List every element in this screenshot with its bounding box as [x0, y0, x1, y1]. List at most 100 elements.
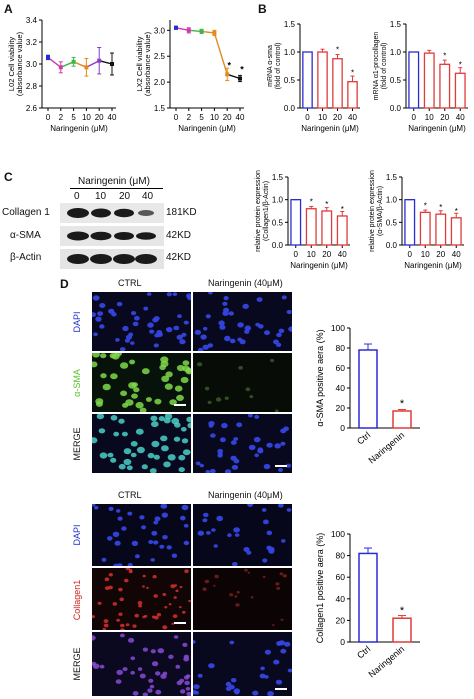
series-line — [213, 32, 228, 75]
panel-label-b: B — [258, 2, 267, 16]
y-tick-label: 0.5 — [386, 218, 398, 227]
blot-dose-row: 0 10 20 40 — [62, 191, 174, 203]
significance-mark: * — [341, 205, 344, 214]
bar — [290, 199, 302, 246]
y-tick-label: 60 — [336, 572, 346, 582]
micrograph-cells — [194, 292, 292, 351]
y-axis-label-2: (α-SMA/β-Actin) — [377, 186, 384, 236]
x-tick-label: 0 — [46, 113, 51, 122]
x-tick-label: 20 — [223, 113, 232, 122]
bottom-merge-ctrl-image — [92, 632, 191, 696]
bar — [336, 215, 348, 246]
data-point — [97, 58, 102, 63]
top-merge-naringenin-image — [193, 414, 292, 473]
micrograph-cells — [92, 504, 190, 566]
data-point — [186, 28, 191, 33]
x-tick-label: 0 — [305, 113, 310, 122]
micrograph-cells — [202, 568, 287, 627]
bar — [439, 63, 451, 109]
bar — [450, 217, 462, 246]
x-tick-label: 20 — [333, 113, 342, 122]
x-tick-label: 40 — [108, 113, 117, 122]
x-tick-label: 40 — [348, 113, 357, 122]
y-tick-label: 0.5 — [272, 218, 284, 227]
blot-row-label-asma: α-SMA — [10, 230, 41, 241]
y-axis-label: mRNA α1-procollagen — [373, 32, 380, 101]
y-tick-label: 1.0 — [386, 196, 398, 205]
x-axis-label: Naringenin (μM) — [404, 261, 462, 270]
data-point — [174, 25, 178, 30]
y-tick-label: 0 — [340, 637, 345, 647]
bar — [435, 213, 447, 246]
significance-mark: * — [325, 200, 328, 209]
bar — [305, 208, 317, 246]
collagen1-protein-chart: 0.0 0.5 1.0 1.5 0 10 20 40 Naringenin (μM) relati… — [255, 170, 350, 270]
blot-header: Naringenin (μM) — [78, 176, 150, 187]
y-tick-label: 0.0 — [386, 241, 398, 250]
mrna-asma-chart: 0.0 0.5 1.0 1.5 0 10 20 40 Naringenin (μM) mRNA α… — [267, 20, 360, 133]
significance-mark: * — [240, 64, 244, 74]
bottom-merge-naringenin-image — [193, 632, 292, 696]
series-line — [226, 73, 241, 80]
y-axis-label: L02 Cell viability — [7, 37, 16, 91]
x-tick-label: 20 — [322, 250, 331, 259]
top-row-label-merge: MERGE — [72, 427, 82, 460]
series-line — [201, 30, 215, 34]
y-tick-label: 80 — [336, 551, 346, 561]
x-tick-label: 10 — [210, 113, 219, 122]
y-tick-label: 0.0 — [272, 241, 284, 250]
data-point — [199, 29, 204, 34]
y-axis-label: Collagen1 positive aera (%) — [315, 533, 325, 644]
x-tick-label: 0 — [174, 113, 179, 122]
x-axis-label: Naringenin (μM) — [50, 124, 108, 133]
blot-kd-collagen: 181KD — [166, 207, 197, 218]
series-line — [175, 27, 189, 32]
bar — [302, 51, 313, 109]
y-axis-label: relative protein expression — [255, 170, 262, 252]
y-tick-label: 2.5 — [154, 52, 166, 61]
significance-mark: * — [443, 51, 446, 60]
blot-dose-0: 0 — [74, 191, 80, 202]
micrograph-cells — [92, 633, 191, 696]
x-tick-label: 0 — [412, 113, 417, 122]
mrna-procollagen-chart: 0.0 0.5 1.0 1.5 0 10 20 40 Naringenin (μM) mRNA α… — [373, 20, 468, 133]
x-tick-label: 10 — [425, 113, 434, 122]
y-tick-label: 0 — [340, 423, 345, 433]
bar — [392, 410, 412, 429]
y-tick-label: 3.0 — [26, 60, 38, 69]
micrograph-cells — [195, 414, 292, 473]
x-axis-label: Naringenin (μM) — [290, 261, 348, 270]
significance-mark: * — [351, 69, 354, 78]
x-tick-label: Naringenin — [367, 430, 407, 466]
x-tick-label: 40 — [236, 113, 245, 122]
bar — [317, 51, 328, 109]
y-tick-label: 20 — [336, 615, 346, 625]
bottom-dapi-naringenin-image — [193, 504, 292, 566]
micrograph-cells — [92, 353, 191, 412]
series-line — [73, 61, 87, 68]
y-axis-label: LX2 Cell viability — [135, 36, 144, 91]
x-tick-label: 10 — [421, 250, 430, 259]
blot-kd-actin: 42KD — [166, 252, 192, 263]
panel-label-d: D — [60, 277, 69, 291]
y-tick-label: 0.5 — [284, 76, 296, 85]
bar — [454, 72, 466, 109]
y-tick-label: 40 — [336, 383, 346, 393]
y-tick-label: 40 — [336, 594, 346, 604]
y-axis-label-2: (fold of control) — [381, 43, 388, 90]
scale-bar — [174, 622, 186, 624]
series-line — [60, 61, 74, 68]
scale-bar — [275, 688, 287, 690]
x-tick-label: 2 — [59, 113, 64, 122]
significance-mark: * — [455, 207, 458, 216]
top-row-label-dapi: DAPI — [72, 311, 82, 332]
top-asma-naringenin-image — [193, 353, 292, 412]
x-tick-label: 40 — [456, 113, 465, 122]
significance-mark: * — [400, 605, 405, 617]
x-tick-label: 40 — [452, 250, 461, 259]
y-tick-label: 0.5 — [390, 76, 402, 85]
blot-dose-40: 40 — [142, 191, 154, 202]
x-tick-label: 10 — [82, 113, 91, 122]
